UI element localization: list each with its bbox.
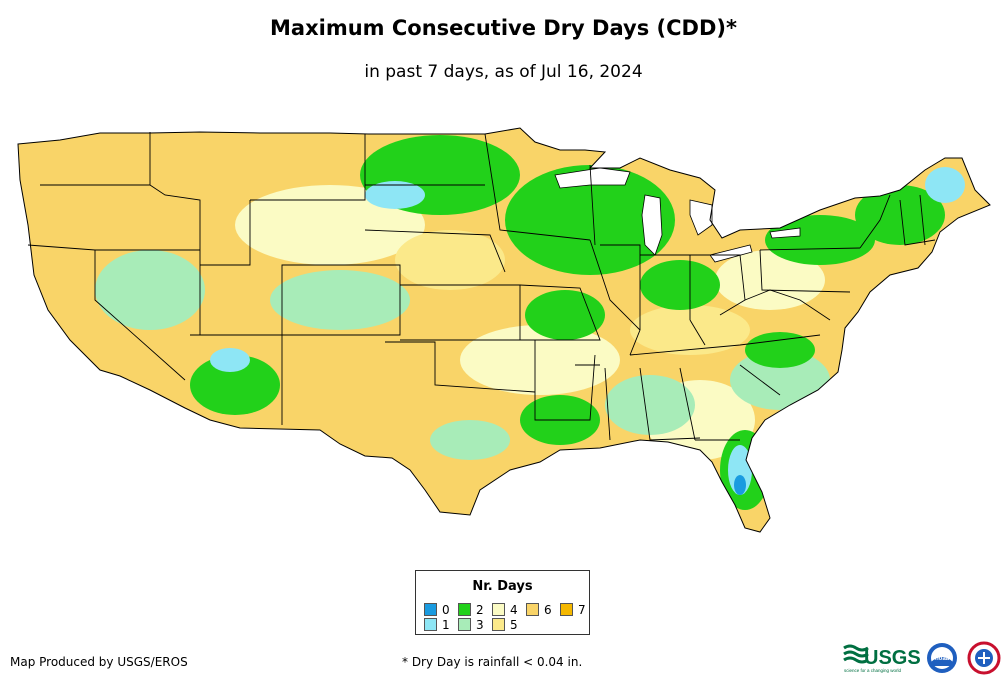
- region-2-days: [745, 332, 815, 368]
- region-1-days: [210, 348, 250, 372]
- region-3-days: [605, 375, 695, 435]
- credit-text: Map Produced by USGS/EROS: [10, 655, 188, 669]
- legend-swatch: [492, 618, 505, 631]
- usgs-wave-icon: [843, 644, 869, 664]
- region-1-days: [365, 181, 425, 209]
- legend-item-2: 2: [458, 603, 484, 616]
- legend-item-5: 5: [492, 618, 518, 631]
- map-subtitle: in past 7 days, as of Jul 16, 2024: [364, 62, 643, 82]
- region-1-days: [925, 167, 965, 203]
- usgs-logo: USGS science for a changing world: [843, 644, 921, 673]
- lake-huron: [689, 199, 713, 236]
- legend-item-4: 4: [492, 603, 518, 616]
- region-3-days: [730, 350, 830, 410]
- great-lakes: [554, 167, 801, 263]
- state-boundaries: [27, 132, 936, 441]
- lake-ontario: [769, 227, 801, 239]
- agency-logos: USGS science for a changing world noaa: [843, 641, 1001, 675]
- us-cdd-map: [17, 127, 991, 533]
- legend-item-0: 0: [424, 603, 450, 616]
- legend-swatch: [424, 603, 437, 616]
- map-title: Maximum Consecutive Dry Days (CDD)*: [270, 16, 737, 40]
- legend-swatch: [560, 603, 573, 616]
- region-2-days: [505, 165, 675, 275]
- region-0-days: [734, 475, 746, 495]
- usgs-wordmark: USGS: [864, 647, 921, 669]
- legend-item-1: 1: [424, 618, 450, 631]
- legend-title: Nr. Days: [472, 579, 533, 594]
- region-3-days: [430, 420, 510, 460]
- footnote-text: * Dry Day is rainfall < 0.04 in.: [402, 655, 583, 669]
- legend-swatch: [492, 603, 505, 616]
- region-2-days: [190, 355, 280, 415]
- region-2-days: [765, 215, 875, 265]
- region-5-days: [630, 305, 750, 355]
- legend-swatch: [424, 618, 437, 631]
- lake-erie: [709, 244, 753, 263]
- us-outline: [17, 127, 991, 533]
- legend-item-6: 6: [526, 603, 552, 616]
- legend-swatch: [458, 603, 471, 616]
- nws-logo: [967, 641, 1001, 675]
- usgs-tagline: science for a changing world: [844, 668, 902, 673]
- noaa-logo: noaa: [927, 643, 957, 673]
- region-4-days: [460, 325, 620, 395]
- legend: Nr. Days 0 1 2 3 4 5 6 7: [415, 570, 590, 635]
- region-2-days: [525, 290, 605, 340]
- legend-item-7: 7: [560, 603, 586, 616]
- legend-swatch: [526, 603, 539, 616]
- map-fill-layer: [18, 128, 990, 532]
- region-3-days: [95, 250, 205, 330]
- legend-item-3: 3: [458, 618, 484, 631]
- region-1-days: [728, 445, 752, 495]
- region-2-days: [640, 260, 720, 310]
- region-4-days: [715, 250, 825, 310]
- noaa-wordmark: noaa: [935, 656, 950, 662]
- region-3-days: [270, 270, 410, 330]
- region-5-days: [395, 230, 505, 290]
- legend-swatch: [458, 618, 471, 631]
- region-2-days: [855, 185, 945, 245]
